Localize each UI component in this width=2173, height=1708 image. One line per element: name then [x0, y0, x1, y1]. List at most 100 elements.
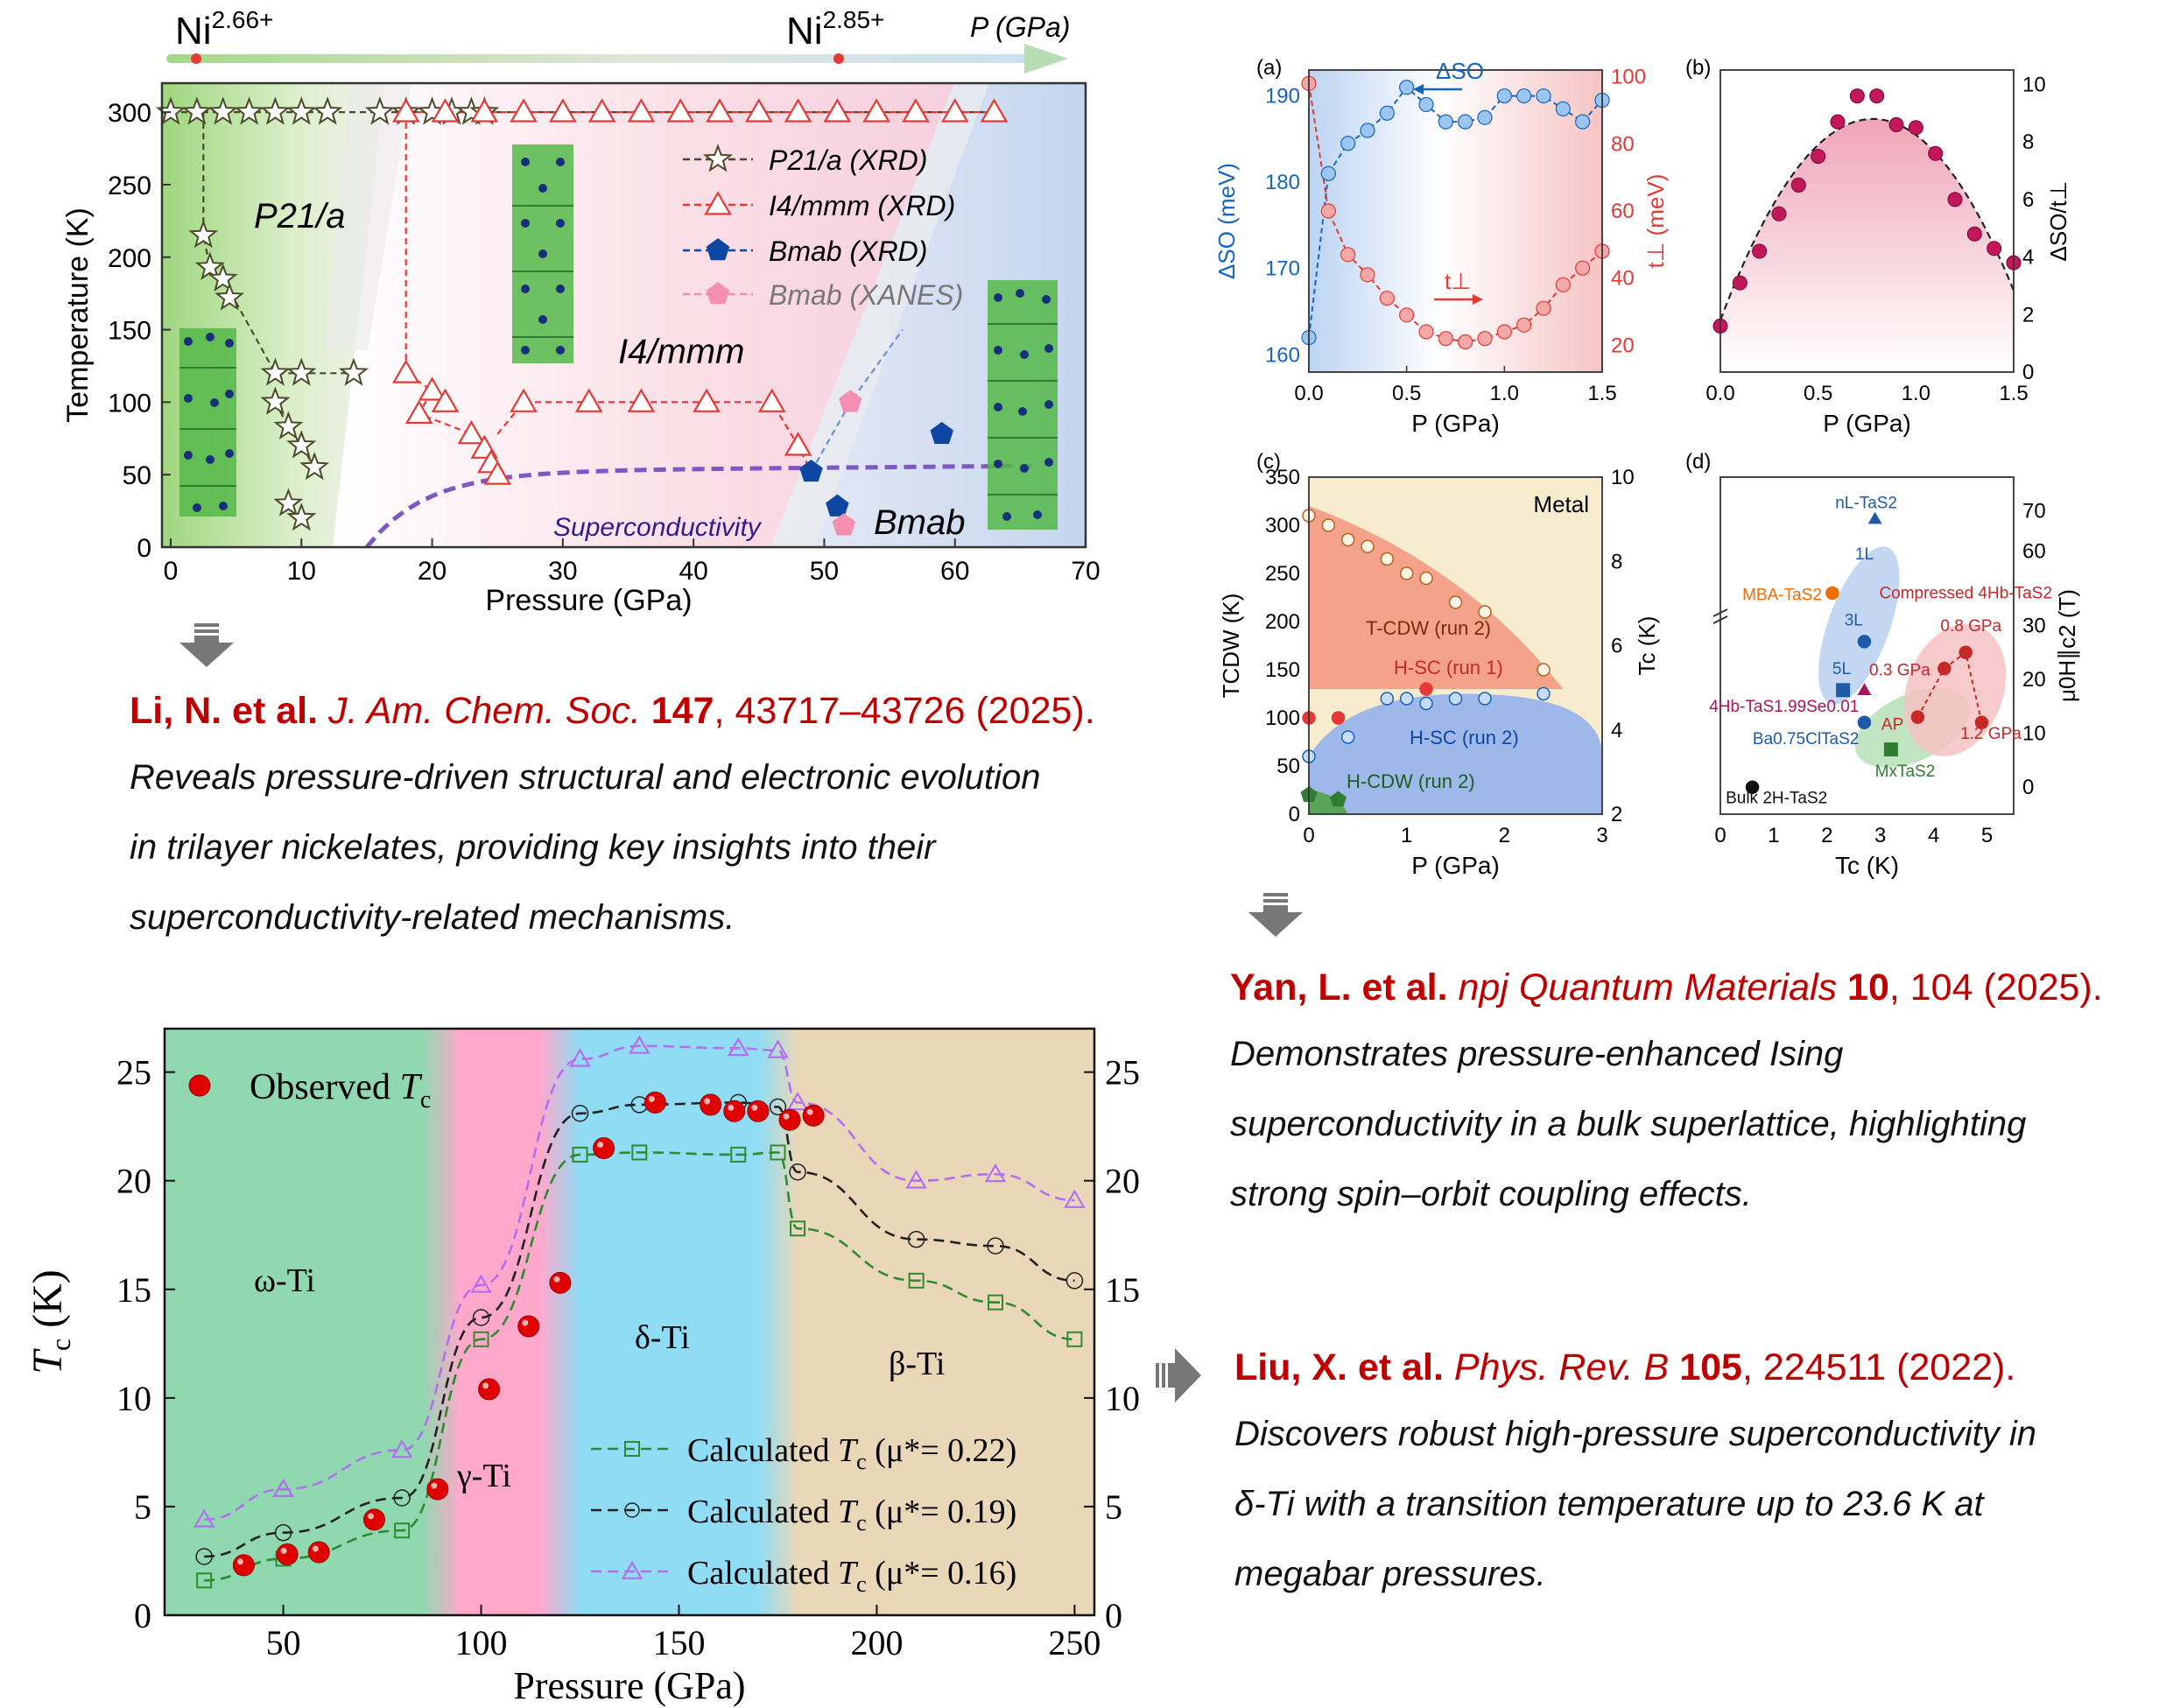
fig2a-yrtick-0: 20 — [1611, 334, 1635, 357]
fig3-calc-point-0-9 — [908, 1272, 925, 1289]
fig2c-yrtick-2: 6 — [1611, 635, 1622, 658]
fig3-frame — [163, 1027, 1096, 1617]
fig3-calc-point-0-11 — [1066, 1331, 1083, 1347]
fig3-observed-point-5 — [478, 1378, 501, 1401]
fig2c-xtick-3: 3 — [1596, 824, 1607, 847]
fig3-calc-point-1-10 — [987, 1237, 1004, 1255]
fig2b-xtick-1: 0.5 — [1804, 382, 1832, 405]
fig2b-frame — [1719, 69, 2015, 373]
fig3-plot-background — [165, 1029, 1094, 1615]
fig3-xtick-label-3: 200 — [850, 1623, 903, 1662]
fig3-series — [193, 1035, 1086, 1589]
fig2c-point-s1-1 — [1331, 711, 1346, 725]
fig1-point-s0-19 — [338, 357, 369, 386]
fig2a-annot-tperp: t⊥ — [1445, 268, 1471, 294]
fig2c-frame — [1308, 476, 1603, 815]
fig2a-tperp-point-9 — [1477, 331, 1493, 347]
fig3-calc-point-1-2 — [393, 1489, 411, 1507]
fig2d-text-0: nL-TaS2 — [1835, 495, 1897, 513]
fig1-point-s0-25 — [286, 503, 317, 531]
fig2c-point-s2-2 — [1380, 692, 1395, 706]
fig2c-xtick-2: 2 — [1499, 824, 1510, 847]
fig1-xtick-label-4: 40 — [679, 557, 707, 586]
fig1-xtick-label-1: 10 — [287, 557, 316, 586]
fig2b-ytick-0: 0 — [2022, 361, 2034, 384]
fig2a-tperp-point-6 — [1418, 324, 1434, 340]
fig2c-point-s1-2 — [1419, 682, 1433, 696]
fig2c-yltick-5: 250 — [1265, 562, 1300, 586]
fig1-point-s0-5 — [286, 96, 317, 125]
fig2d-point-11 — [1974, 715, 1989, 730]
fig1-point-s0-21 — [273, 411, 304, 440]
fig1-point-s1-2 — [470, 98, 499, 123]
fig2a-tperp-point-8 — [1458, 334, 1473, 350]
fig1-point-s1-29 — [784, 432, 812, 456]
fig3-calc-point-2-7 — [767, 1039, 789, 1058]
fig2d-point-7 — [1745, 780, 1760, 794]
fig1-phase-diagram: Ni2.66+ Ni2.85+ P (GPa) 0 10 20 30 40 50 60 700… — [61, 6, 1101, 617]
fig2a-xtick-2: 1.0 — [1490, 382, 1519, 405]
fig2-panel-d: (d) 0 1 2 3 4 5 0 10 20 30 60 70 Tc (K) μ0H∥c2 (T) nL-T… — [1685, 450, 2080, 879]
fig3-legend-text-2: Calculated Tc (μ*= 0.16) — [687, 1555, 1016, 1597]
fig1-oxidation-bar — [166, 44, 1068, 74]
fig3-calc-point-0-7 — [770, 1144, 786, 1161]
fig3-observed-highlight-1 — [280, 1548, 287, 1555]
fig2b-point-13 — [1966, 226, 1982, 242]
ref1-citation: Li, N. et al. J. Am. Chem. Soc. 147, 437… — [130, 690, 1095, 732]
fig2c-point-s0-2 — [1340, 532, 1355, 547]
fig2a-yltick-2: 180 — [1265, 171, 1300, 194]
fig3-legend-marker-2 — [621, 1560, 643, 1579]
fig2c-yltick-1: 50 — [1276, 755, 1300, 778]
fig2d-point-6 — [1883, 742, 1898, 757]
fig2c-yltick-4: 200 — [1265, 610, 1300, 634]
fig1-ytick-label-6: 300 — [108, 99, 151, 128]
fig3-calc-point-2-6 — [727, 1037, 749, 1057]
fig2a-xtick-3: 1.5 — [1587, 382, 1616, 405]
fig3-observed-highlight-9 — [648, 1095, 655, 1102]
ref2-citation: Yan, L. et al. npj Quantum Materials 10,… — [1230, 966, 2103, 1009]
fig2d-ytick-5: 70 — [2022, 500, 2046, 524]
fig2d-text-6: Ba0.75ClTaS2 — [1753, 730, 1859, 749]
fig1-point-s1-27 — [693, 388, 721, 412]
fig2b-ytick-4: 8 — [2022, 130, 2034, 154]
fig2b-point-8 — [1869, 88, 1885, 104]
fig3-calc-point-0-4 — [572, 1146, 588, 1163]
fig2d-point-5 — [1857, 715, 1872, 730]
fig2d-xtick-2: 2 — [1821, 824, 1832, 847]
fig1-structure-p21a-image — [179, 328, 236, 517]
fig1-point-s0-7 — [364, 96, 395, 125]
fig1-phase-i4mmm-label: I4/mmm — [618, 333, 744, 371]
fig3-legend-marker-1 — [624, 1502, 640, 1518]
fig1-xtick-label-5: 50 — [810, 557, 839, 586]
fig2d-point-2 — [1857, 635, 1872, 649]
fig2a-yltick-0: 160 — [1265, 343, 1300, 367]
fig3-calc-point-1-11 — [1065, 1272, 1084, 1290]
fig2c-annot-metal: Metal — [1533, 491, 1589, 517]
fig1-xtick-label-0: 0 — [164, 557, 179, 586]
fig2d-text-13: Compressed 4Hb-TaS2 — [1879, 585, 2051, 603]
fig2d-ytick-4: 60 — [2022, 540, 2046, 564]
fig1-ytick-label-4: 200 — [108, 244, 151, 273]
fig1-point-s1-16 — [391, 359, 420, 383]
fig1-point-s3-0 — [839, 390, 862, 412]
fig3-calc-point-1-0 — [195, 1548, 213, 1565]
fig3-phase-delta: δ-Ti — [635, 1319, 690, 1356]
fig2c-yrtick-3: 8 — [1611, 550, 1622, 573]
fig2d-compressed-line — [1916, 650, 1983, 723]
fig3-legend-marker-0 — [624, 1441, 640, 1457]
fig2c-annot-hcdw: H-CDW (run 2) — [1347, 770, 1475, 792]
fig2b-label: (b) — [1685, 56, 1711, 80]
fig1-point-s2-2 — [930, 421, 953, 445]
fig1-phase-bmab-label: Bmab — [874, 503, 966, 542]
fig1-point-s1-0 — [391, 98, 420, 123]
fig3-calc-point-2-9 — [905, 1170, 927, 1189]
fig1-point-s1-19 — [404, 399, 433, 425]
fig2c-yltick-2: 100 — [1265, 706, 1300, 730]
fig1-superconductivity-label: Superconductivity — [553, 513, 763, 542]
fig2a-xlabel: P (GPa) — [1411, 410, 1500, 437]
fig1-point-s1-6 — [627, 98, 656, 123]
fig2d-xtick-4: 4 — [1928, 824, 1939, 847]
fig2d-text-2: MBA-TaS2 — [1742, 586, 1822, 604]
fig1-point-s1-23 — [483, 460, 512, 485]
